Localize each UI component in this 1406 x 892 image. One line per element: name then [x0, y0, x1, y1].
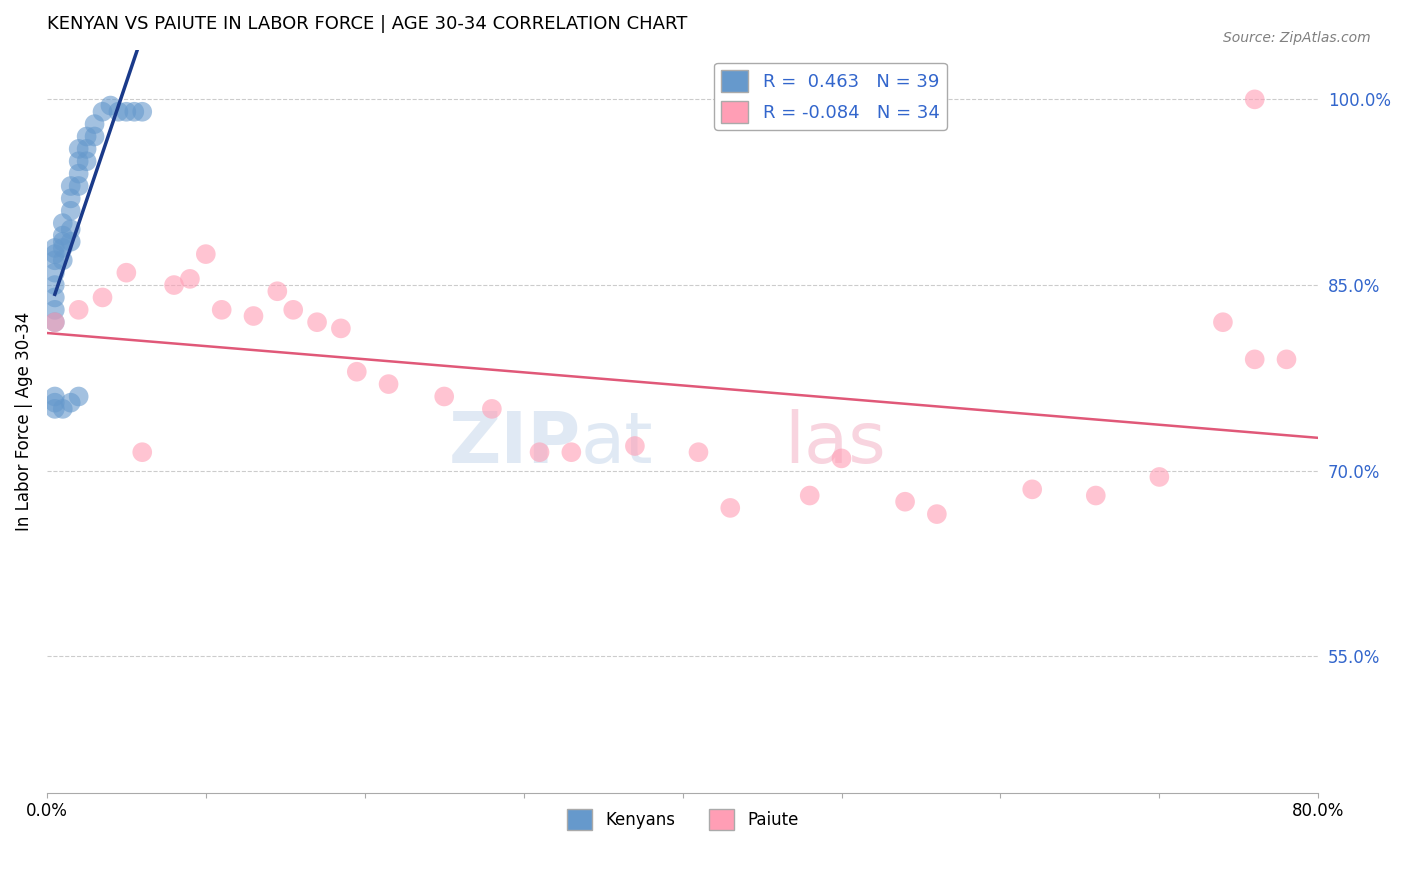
Point [1243, 352, 1265, 367]
Point [115, 266, 138, 280]
Point [44, 290, 66, 304]
Point [91, 290, 114, 304]
Point [83, 129, 105, 144]
Text: las: las [785, 409, 886, 478]
Point [115, 104, 138, 119]
Point [44, 241, 66, 255]
Point [67, 154, 90, 169]
Point [44, 253, 66, 268]
Point [831, 451, 853, 466]
Point [560, 445, 582, 459]
Point [44, 302, 66, 317]
Point [59, 235, 82, 249]
Point [67, 179, 90, 194]
Point [481, 401, 503, 416]
Point [59, 222, 82, 236]
Point [44, 315, 66, 329]
Point [242, 309, 264, 323]
Point [894, 494, 917, 508]
Point [346, 365, 368, 379]
Point [433, 389, 456, 403]
Point [44, 389, 66, 403]
Point [76, 142, 98, 156]
Y-axis label: In Labor Force | Age 30-34: In Labor Force | Age 30-34 [15, 311, 32, 531]
Point [59, 179, 82, 194]
Point [529, 445, 551, 459]
Point [44, 401, 66, 416]
Point [52, 401, 75, 416]
Point [925, 507, 948, 521]
Point [52, 241, 75, 255]
Point [329, 321, 352, 335]
Point [799, 489, 821, 503]
Point [1149, 470, 1171, 484]
Point [377, 377, 399, 392]
Point [624, 439, 647, 453]
Point [100, 98, 122, 112]
Point [1021, 483, 1043, 497]
Point [688, 445, 710, 459]
Point [67, 167, 90, 181]
Point [67, 389, 90, 403]
Point [266, 285, 288, 299]
Legend: Kenyans, Paiute: Kenyans, Paiute [560, 803, 806, 837]
Point [1084, 489, 1107, 503]
Point [44, 278, 66, 293]
Point [67, 142, 90, 156]
Point [76, 154, 98, 169]
Point [194, 247, 217, 261]
Point [718, 500, 741, 515]
Point [163, 278, 186, 293]
Text: ZIP: ZIP [449, 409, 581, 478]
Point [44, 247, 66, 261]
Point [131, 445, 153, 459]
Point [1243, 92, 1265, 106]
Text: at: at [581, 409, 654, 478]
Point [83, 117, 105, 131]
Text: Source: ZipAtlas.com: Source: ZipAtlas.com [1223, 31, 1371, 45]
Point [307, 315, 329, 329]
Point [76, 129, 98, 144]
Point [124, 104, 146, 119]
Point [59, 203, 82, 218]
Point [211, 302, 233, 317]
Point [1275, 352, 1298, 367]
Point [1212, 315, 1234, 329]
Point [44, 266, 66, 280]
Text: KENYAN VS PAIUTE IN LABOR FORCE | AGE 30-34 CORRELATION CHART: KENYAN VS PAIUTE IN LABOR FORCE | AGE 30… [46, 15, 688, 33]
Point [59, 191, 82, 205]
Point [59, 395, 82, 409]
Point [283, 302, 305, 317]
Point [52, 235, 75, 249]
Point [91, 104, 114, 119]
Point [52, 216, 75, 230]
Point [107, 104, 129, 119]
Point [67, 302, 90, 317]
Point [179, 272, 201, 286]
Point [131, 104, 153, 119]
Point [44, 315, 66, 329]
Point [52, 228, 75, 243]
Point [52, 253, 75, 268]
Point [44, 395, 66, 409]
